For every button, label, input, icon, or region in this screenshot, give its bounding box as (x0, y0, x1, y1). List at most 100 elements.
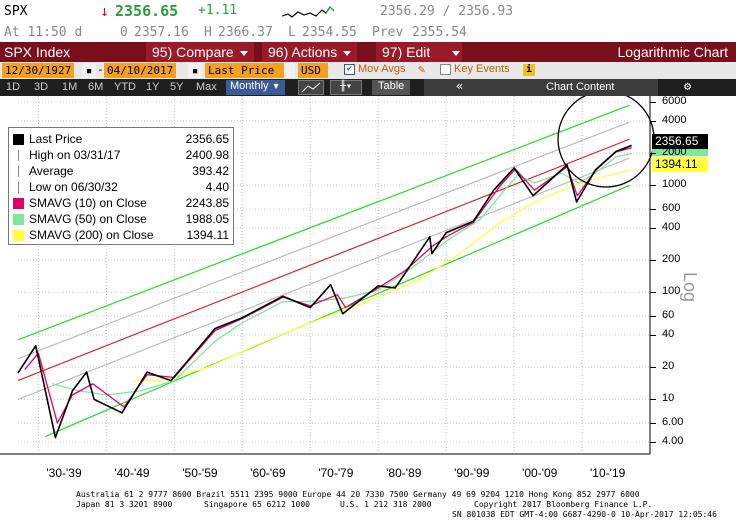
period-6m[interactable]: 6M (88, 81, 104, 93)
end-date-field[interactable]: 04/10/2017 (104, 63, 177, 78)
pencil-icon[interactable]: ✎ (418, 62, 426, 76)
y-tick-mark (650, 442, 656, 443)
y-tick-mark (650, 102, 656, 103)
y-tick-label: 200 (662, 253, 681, 266)
legend-item[interactable]: SMAVG (200) on Close 1394.11 (13, 228, 231, 243)
period-ytd[interactable]: YTD (114, 81, 136, 93)
low-value: 2354.55 (302, 25, 357, 40)
line-chart-icon[interactable] (298, 80, 324, 95)
date-separator: - (97, 63, 104, 76)
legend-value: 4.40 (205, 180, 229, 194)
legend-item[interactable]: SMAVG (50) on Close 1988.05 (13, 212, 231, 227)
legend-label: High on 03/31/17 (29, 148, 121, 162)
legend-item[interactable]: Low on 06/30/32 4.40 (13, 180, 231, 195)
y-tick-label: 6.00 (662, 416, 684, 429)
bid-ask: 2356.29 / 2356.93 (380, 4, 514, 19)
compare-button[interactable]: 95) Compare (146, 42, 254, 62)
y-tick-mark (650, 260, 656, 262)
y-tick-label: 40 (662, 327, 675, 340)
legend-value: 1394.11 (186, 228, 230, 242)
key-events-label[interactable]: Key Events (454, 63, 510, 75)
sma50-tag (652, 149, 708, 156)
mov-avgs-label[interactable]: Mov Avgs (358, 63, 406, 75)
footer-contacts: Australia 61 2 9777 8600 Brazil 5511 239… (76, 490, 640, 499)
prev-value: 2355.54 (412, 25, 467, 40)
field-select[interactable]: Last Price (205, 63, 291, 78)
series-smavg-200-on-close (133, 169, 632, 382)
collapse-left-icon[interactable]: « (456, 79, 464, 93)
footer-us: U.S. 1 212 318 2000 (340, 500, 432, 509)
y-tick-label: 4000 (662, 113, 687, 126)
x-tick-label: '10-'19 (590, 466, 626, 480)
y-tick-label: 4.00 (662, 435, 684, 447)
calendar-icon[interactable]: ▪ (82, 63, 96, 78)
high-prefix: H (204, 25, 212, 40)
start-date-field[interactable]: 12/30/1927 (2, 63, 75, 78)
y-tick-mark (650, 367, 656, 369)
legend-label: Last Price (29, 132, 83, 146)
sparkline-icon (282, 5, 334, 18)
period-1m[interactable]: 1M (62, 81, 78, 93)
frequency-label: Monthly (230, 80, 269, 92)
chevron-down-icon (452, 50, 461, 56)
channel-lower-line (44, 184, 630, 438)
y-tick-label: 10 (662, 392, 675, 405)
edit-label: 97) Edit (382, 44, 431, 60)
down-arrow-icon: ↓ (100, 2, 110, 20)
chevron-down-icon (239, 50, 248, 56)
period-1y[interactable]: 1Y (146, 81, 160, 93)
color-swatch-icon (13, 134, 24, 145)
mov-avgs-checkbox[interactable]: ✔ (344, 64, 355, 75)
chevron-down-icon: ▼ (271, 81, 281, 91)
footer-japan: Japan 81 3 3201 8900 (76, 500, 173, 509)
y-axis-label: Log (680, 272, 700, 303)
chart-content-label[interactable]: Chart Content (546, 81, 615, 93)
series-marker-icon (18, 150, 19, 161)
edit-button[interactable]: 97) Edit (376, 42, 462, 62)
table-button[interactable]: Table (372, 80, 411, 95)
actions-button[interactable]: 96) Actions (262, 42, 358, 62)
y-tick-mark (650, 209, 656, 211)
highlight-circle (557, 96, 655, 188)
bar-chart-icon[interactable]: ╫▾ (330, 80, 362, 95)
legend-box[interactable]: Last Price 2356.65 High on 03/31/17 2400.98… (8, 127, 234, 245)
chevron-down-icon[interactable] (284, 63, 295, 78)
legend-item[interactable]: High on 03/31/17 2400.98 (13, 148, 231, 163)
y-tick-mark (650, 120, 656, 122)
currency-select[interactable]: USD (298, 63, 328, 78)
x-tick-label: '30-'39 (46, 466, 82, 480)
settings-bar: 12/30/1927 ▪ - 04/10/2017 ▪ Last Price U… (0, 62, 736, 79)
chart-title: Logarithmic Chart (617, 44, 729, 60)
legend-item[interactable]: Average 393.42 (13, 164, 231, 179)
period-bar: 1D 3D 1M 6M YTD 1Y 5Y Max Monthly ▼ ╫▾ Table « … (0, 79, 736, 96)
legend-item[interactable]: Last Price 2356.65 (13, 132, 231, 147)
security-field[interactable]: SPX Index (4, 44, 71, 60)
key-events-checkbox[interactable] (440, 64, 451, 75)
sma200-tag: 1394.11 (652, 157, 708, 172)
period-5y[interactable]: 5Y (170, 81, 184, 93)
series-marker-icon (18, 182, 19, 193)
footer-copyright: Copyright 2017 Bloomberg Finance L.P. (474, 500, 653, 509)
frequency-select[interactable]: Monthly ▼ (226, 80, 285, 95)
x-tick-label: '80-'89 (386, 466, 422, 480)
y-tick-label: 1000 (662, 178, 687, 191)
gear-icon[interactable]: ⚙ (684, 79, 692, 93)
period-3d[interactable]: 3D (34, 81, 49, 93)
legend-value: 393.42 (192, 164, 229, 178)
channel-upper-line (17, 104, 630, 341)
last-price-tag: 2356.65 (652, 134, 708, 149)
info-icon[interactable]: i (523, 64, 535, 76)
series-last-price (17, 144, 632, 439)
time-label: At 11:50 d (4, 25, 83, 40)
legend-label: Low on 06/30/32 (29, 180, 118, 194)
high-value: 2366.37 (218, 25, 273, 40)
period-1d[interactable]: 1D (6, 81, 21, 93)
y-tick-mark (650, 423, 656, 425)
period-max[interactable]: Max (196, 81, 217, 93)
legend-label: SMAVG (50) on Close (29, 212, 147, 226)
legend-item[interactable]: SMAVG (10) on Close 2243.85 (13, 196, 231, 211)
chart-series (17, 144, 632, 439)
legend-label: Average (29, 164, 74, 178)
y-tick-mark (650, 334, 656, 336)
calendar-icon[interactable]: ▪ (188, 63, 202, 78)
